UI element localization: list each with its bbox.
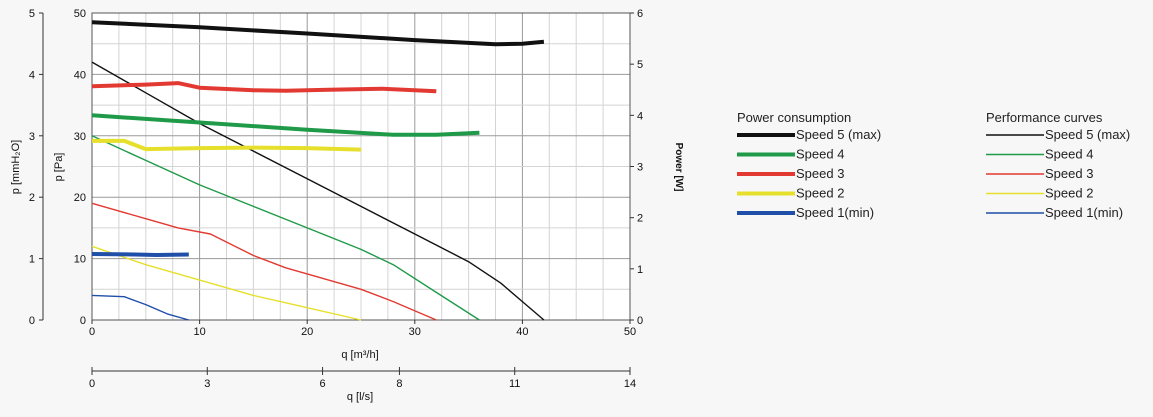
- x2-tick-label: 0: [89, 378, 95, 390]
- x2-tick-label: 6: [320, 378, 326, 390]
- power-line-5: [91, 252, 189, 257]
- y-power-tick-label: 1: [637, 264, 643, 276]
- legend-power-label: Speed 1(min): [796, 205, 874, 220]
- y-pa-tick-label: 30: [74, 131, 86, 143]
- y-mmh2o-tick-label: 2: [29, 192, 35, 204]
- performance-line-3: [91, 202, 437, 321]
- legend-power-label: Speed 3: [796, 166, 844, 181]
- y-pa-tick-label: 10: [74, 254, 86, 266]
- y-pa-tick-label: 50: [74, 8, 86, 20]
- y-power-tick-label: 5: [637, 59, 643, 71]
- power-line-4: [92, 138, 362, 152]
- x-tick-label: 30: [409, 326, 421, 338]
- x2-tick-label: 14: [624, 378, 636, 390]
- performance-line-5: [91, 294, 189, 321]
- x2-tick-label: 11: [509, 378, 520, 390]
- legend-power-label: Speed 5 (max): [796, 127, 881, 142]
- x-tick-label: 0: [89, 326, 95, 338]
- performance-line-4: [91, 245, 362, 321]
- series-layer: [91, 20, 545, 321]
- x2-axis-label: q [l/s]: [347, 391, 373, 403]
- y-pa-tick-label: 20: [74, 192, 86, 204]
- y-power-tick-label: 0: [637, 315, 643, 327]
- y-power-tick-label: 2: [637, 213, 643, 225]
- x-tick-label: 50: [624, 326, 636, 338]
- y-mmh2o-tick-label: 5: [29, 8, 35, 20]
- x-axis-label: q [m³/h]: [341, 349, 378, 361]
- power-line-2: [91, 113, 480, 137]
- y-axis-label-pa: p [Pa]: [53, 153, 65, 182]
- legend-power-title: Power consumption: [737, 110, 851, 125]
- y-mmh2o-tick-label: 3: [29, 131, 35, 143]
- axes-layer: 0 10 20 30 40 500 3 6 8 11 14010203040500123450123…: [29, 8, 643, 390]
- legend-performance-label: Speed 1(min): [1045, 205, 1123, 220]
- legend-performance-label: Speed 3: [1045, 166, 1093, 181]
- grid-layer: [91, 12, 631, 321]
- legend-performance-title: Performance curves: [986, 110, 1103, 125]
- x-tick-label: 40: [516, 326, 528, 338]
- y-pa-tick-label: 40: [74, 69, 86, 81]
- y-axis-label-power: Power [W]: [673, 143, 684, 192]
- legend-performance-label: Speed 5 (max): [1045, 127, 1130, 142]
- power-line-3: [91, 81, 437, 94]
- performance-line-1: [91, 61, 545, 321]
- legend-layer: Power consumption Performance curves Spe…: [737, 110, 1130, 220]
- y-power-tick-label: 6: [637, 8, 643, 20]
- y-power-tick-label: 4: [637, 110, 643, 122]
- x-tick-label: 20: [301, 326, 313, 338]
- legend-performance-label: Speed 4: [1045, 147, 1093, 162]
- y-mmh2o-tick-label: 4: [29, 69, 35, 81]
- x2-tick-label: 8: [396, 378, 402, 390]
- y-mmh2o-tick-label: 1: [29, 254, 35, 266]
- legend-power-label: Speed 2: [796, 186, 844, 201]
- y-axis-label-mmh2o: p [mmH₂O]: [10, 140, 22, 194]
- y-pa-tick-label: 0: [80, 315, 86, 327]
- power-line-1: [91, 20, 545, 47]
- legend-power-label: Speed 4: [796, 147, 844, 162]
- y-power-tick-label: 3: [637, 162, 643, 174]
- x2-tick-label: 3: [204, 378, 210, 390]
- y-mmh2o-tick-label: 0: [29, 315, 35, 327]
- x-tick-label: 10: [193, 326, 205, 338]
- performance-line-2: [91, 135, 480, 321]
- legend-performance-label: Speed 2: [1045, 186, 1093, 201]
